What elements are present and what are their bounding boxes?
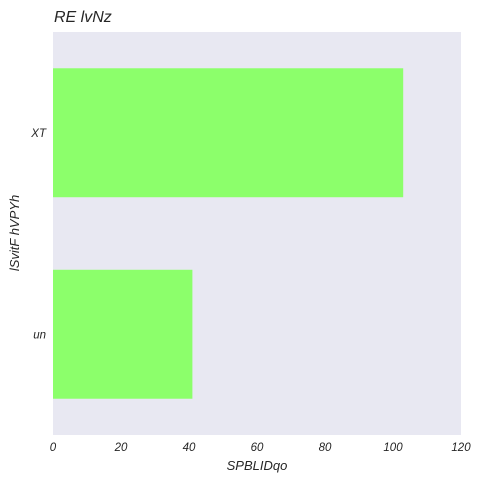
y-axis-label: lSvitF hVPYh [7,195,22,271]
x-tick-label: 60 [251,442,264,454]
x-tick-label: 100 [383,442,403,454]
bar-un [53,269,193,399]
x-tick-labels: 0 20 40 60 80 100 120 [50,442,471,454]
x-tick-label: 40 [183,442,196,454]
bar-XT [53,68,404,198]
y-tick-label: un [33,329,46,341]
chart-title: RE lvNz [54,9,112,26]
bars-group [53,68,404,399]
x-axis-label: SPBLIDqo [227,458,288,473]
x-tick-label: 20 [114,442,128,454]
y-tick-label: XT [30,128,47,140]
y-tick-labels: XT un [30,128,47,342]
x-tick-label: 120 [451,442,471,454]
x-tick-label: 0 [50,442,57,454]
x-tick-label: 80 [319,442,332,454]
